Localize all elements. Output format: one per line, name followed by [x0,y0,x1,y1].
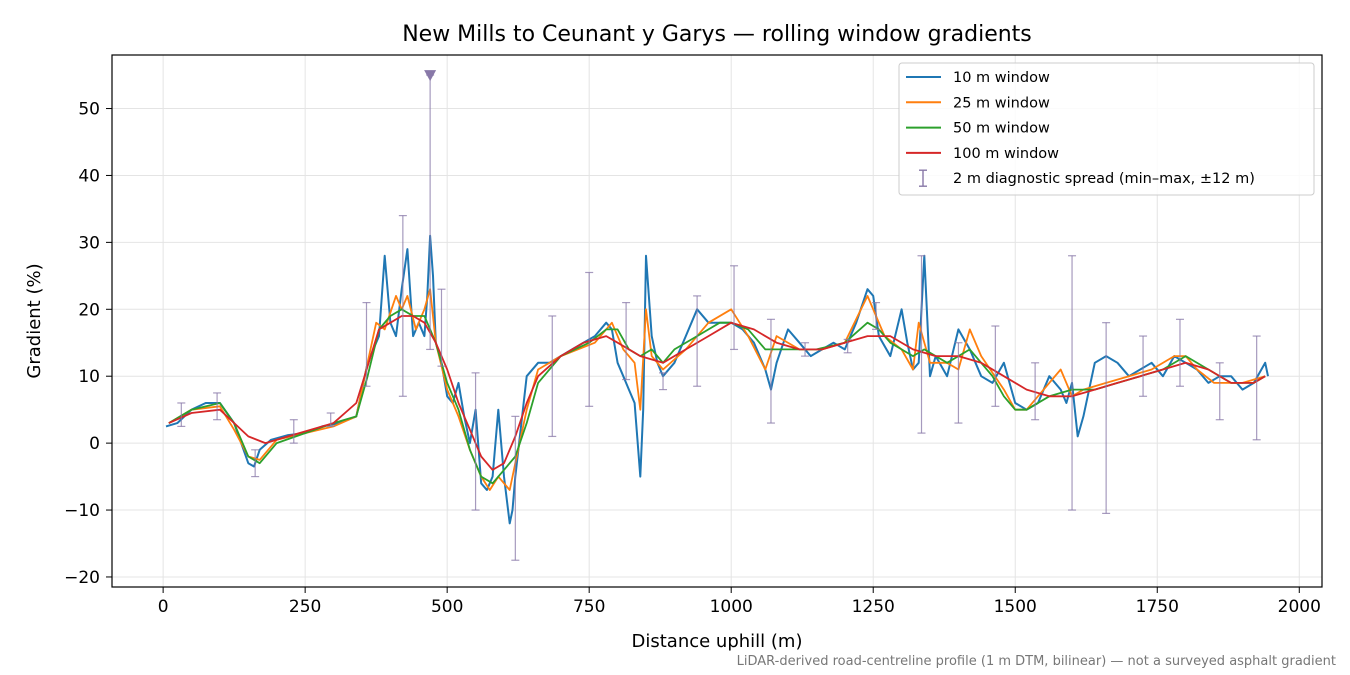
x-tick-label: 1000 [710,597,753,617]
x-tick-label: 750 [573,597,605,617]
diagnostic-errorbar [659,372,668,391]
y-tick-label: 40 [78,166,100,186]
x-tick-label: 2000 [1278,597,1321,617]
diagnostic-errorbar [1252,335,1261,441]
y-tick-label: 50 [78,100,100,120]
diagnostic-errorbar [766,318,775,424]
diagnostic-errorbar [1102,322,1111,514]
plot-area [165,70,1269,561]
diagnostic-errorbar [437,288,446,367]
diagnostic-errorbar [730,265,739,351]
x-axis-label: Distance uphill (m) [632,631,803,652]
diagnostic-errorbar [471,372,480,511]
diagnostic-errorbar [398,215,407,397]
x-tick-label: 1500 [994,597,1037,617]
diagnostic-errorbar [177,402,186,427]
y-tick-label: −10 [64,501,100,521]
diagnostic-errorbar [991,325,1000,407]
diagnostic-errorbar [511,415,520,561]
diagnostic-errorbar [251,449,260,478]
diagnostic-errorbar [1175,318,1184,387]
diagnostic-errorbar [326,412,335,427]
diagnostic-errorbar [693,295,702,387]
clipped-outlier-marker [424,70,437,82]
diagnostic-errorbar [548,315,557,438]
diagnostic-errorbar [1068,255,1077,511]
diagnostic-errorbar [872,301,881,330]
legend-label-3: 50 m window [953,121,1050,137]
axes-frame [111,54,1323,588]
y-tick-label: 10 [78,367,100,387]
series-line-4 [168,315,1266,471]
y-tick-label: 20 [78,300,100,320]
y-tick-label: 30 [78,233,100,253]
diagnostic-errorbar [362,301,371,387]
diagnostic-errorbar [1215,362,1224,421]
chart-title: New Mills to Ceunant y Garys — rolling w… [402,22,1032,47]
legend-label-2: 25 m window [953,95,1050,111]
diagnostic-errorbar [213,392,222,421]
axis-ticks: 0 250 500 750 1000 1250 1500 1750 2000 −20 −10 0 10 2… [64,100,1321,617]
diagnostic-errorbar [843,338,852,354]
diagnostic-errorbar [1031,362,1040,421]
x-tick-label: 0 [158,597,169,617]
diagnostic-errorbar [917,255,926,434]
diagnostic-errorbar [622,301,631,381]
x-tick-label: 250 [289,597,321,617]
legend-label-5: 2 m diagnostic spread (min–max, ±12 m) [953,171,1255,187]
diagnostic-errorbar [801,342,810,357]
legend-label-4: 100 m window [953,146,1059,162]
y-tick-label: −20 [64,568,100,588]
diagnostic-errorbar [954,342,963,424]
legend-label-1: 10 m window [953,70,1050,86]
diagnostic-errorbar [585,271,594,407]
y-axis-label: Gradient (%) [24,263,45,378]
legend: 10 m window 25 m window 50 m window 100 m w… [898,62,1315,196]
x-tick-label: 1750 [1136,597,1179,617]
diagnostic-errorbar [289,419,298,444]
footnote: LiDAR-derived road-centreline profile (1… [737,654,1336,669]
legend-box [898,62,1315,196]
y-tick-label: 0 [89,434,100,454]
diagnostic-errorbar [1139,335,1148,397]
legend-errorbar-swatch [919,169,927,187]
x-tick-label: 500 [431,597,463,617]
x-tick-label: 1250 [852,597,895,617]
